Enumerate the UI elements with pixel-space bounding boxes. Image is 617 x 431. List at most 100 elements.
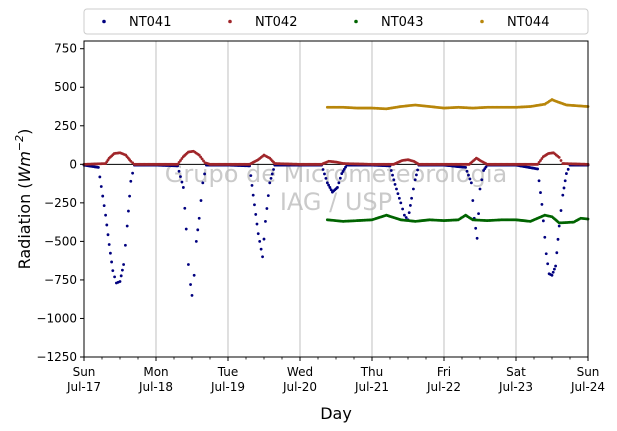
point-NT041-3-2: [110, 260, 113, 264]
y-tick-label-2: 250: [54, 119, 77, 133]
point-NT041-63-1: [562, 186, 566, 190]
point-NT041-32-2: [323, 172, 326, 176]
point-NT042-13-3: [202, 159, 205, 163]
point-NT041-20: [197, 216, 201, 220]
point-NT041-2-2: [106, 233, 110, 237]
x-axis-title: Day: [320, 404, 352, 423]
x-tick-day-4: Thu: [360, 365, 384, 379]
x-tick-day-7: Sun: [577, 365, 600, 379]
legend-marker-NT041: [102, 19, 106, 24]
point-NT041-25-2: [254, 213, 258, 216]
point-NT042-39-1: [537, 160, 541, 164]
point-NT041-61: [554, 264, 557, 268]
point-NT041-60-1: [551, 270, 555, 274]
point-NT041-39-3: [392, 178, 396, 182]
point-NT041-45-1: [415, 173, 418, 177]
point-NT041-17: [190, 293, 194, 297]
point-NT041-40-1: [395, 187, 398, 191]
point-NT041-24-1: [249, 174, 253, 178]
point-NT041-7-1: [124, 243, 127, 247]
point-NT041-3-1: [109, 251, 112, 255]
point-NT041-57-2: [543, 235, 547, 239]
grid-lines: [155, 41, 517, 357]
point-NT041-32-3: [324, 176, 328, 180]
data-points: [82, 98, 590, 297]
legend: NT041 NT042 NT043 NT044: [83, 8, 589, 35]
point-NT041-9: [129, 179, 133, 183]
x-tick-date-7: Jul-24: [570, 380, 605, 394]
x-tick-date-2: Jul-19: [210, 380, 245, 394]
point-NT042-9-2: [179, 159, 182, 162]
y-axis-ticks: 750 500 250 0 −250 −500 −750 −1000 −1250: [36, 42, 84, 364]
point-NT041-4: [111, 269, 115, 273]
point-NT041-39-1: [389, 169, 393, 172]
point-NT041-19-1: [196, 228, 200, 232]
point-NT041-64-1: [566, 167, 570, 171]
point-NT041-61-1: [555, 251, 559, 255]
point-NT042-13-1: [199, 155, 203, 159]
point-NT041-44-1: [412, 187, 415, 191]
legend-label-NT043: NT043: [381, 15, 423, 30]
point-NT042-43: [557, 155, 561, 159]
point-NT041-36-3: [344, 165, 347, 169]
point-NT041-51: [475, 236, 479, 240]
point-NT042-9-1: [177, 160, 181, 164]
point-NT041-52-1: [480, 178, 484, 182]
point-NT042-43-1: [559, 159, 563, 162]
x-axis-ticks: SunJul-17MonJul-18TueJul-19WedJul-20ThuJ…: [66, 357, 605, 394]
point-NT041-21-1: [203, 172, 207, 176]
point-NT042-13-2: [200, 157, 204, 161]
x-tick-day-6: Sat: [506, 365, 526, 379]
point-NT041-1-4: [102, 204, 106, 208]
point-NT041-19: [194, 239, 198, 243]
point-NT041-6-1: [119, 274, 123, 278]
point-NT041-27: [261, 255, 264, 259]
y-tick-label-3: 0: [69, 157, 77, 171]
y-tick-label-4: −250: [44, 196, 77, 210]
point-NT041-15: [187, 263, 190, 266]
series-NT044: [325, 98, 590, 111]
point-NT041-62: [557, 224, 561, 228]
point-NT041-33-3: [329, 188, 333, 192]
point-NT041-24-2: [250, 183, 254, 187]
point-NT041-29-1: [269, 176, 273, 180]
point-NT042-9: [176, 162, 180, 166]
x-tick-date-4: Jul-21: [354, 380, 389, 394]
point-NT041-12-1: [177, 169, 181, 173]
point-NT041-27-1: [262, 237, 266, 241]
point-NT041-8-1: [126, 209, 130, 213]
point-NT041-56: [536, 167, 539, 171]
legend-marker-NT042: [228, 19, 232, 24]
point-NT041-35: [336, 186, 339, 189]
point-NT041-26: [256, 232, 260, 236]
point-NT041-1-2: [99, 185, 103, 188]
point-NT041-52: [478, 187, 482, 191]
y-tick-label-1: 500: [54, 80, 77, 94]
point-NT041-62-1: [559, 209, 563, 212]
legend-label-NT044: NT044: [507, 15, 549, 30]
point-NT041-60: [550, 273, 554, 277]
x-tick-date-0: Jul-17: [66, 380, 101, 394]
legend-label-NT042: NT042: [255, 15, 297, 30]
point-NT041-2: [104, 213, 107, 217]
point-NT041-4-1: [113, 275, 116, 279]
point-NT041-7: [122, 263, 125, 266]
point-NT041-25-3: [255, 222, 259, 226]
x-tick-day-5: Fri: [437, 365, 451, 379]
point-NT041-39-2: [391, 173, 394, 177]
point-NT041-28-2: [266, 194, 270, 198]
point-NT041-28-1: [265, 207, 269, 210]
point-NT041-58-1: [546, 262, 550, 266]
point-NT041-57: [540, 202, 544, 206]
point-NT041-8-2: [128, 194, 132, 198]
point-NT041-45-2: [416, 168, 419, 172]
point-NT041-13-1: [183, 206, 187, 210]
point-NT041-44: [410, 196, 413, 200]
point-NT041-1: [97, 166, 100, 169]
point-NT041-33: [325, 181, 329, 185]
point-NT042-39-3: [540, 157, 544, 160]
point-NT041-20-1: [199, 199, 203, 202]
point-NT041-13: [181, 186, 185, 189]
point-NT041-36-1: [341, 170, 345, 173]
point-NT041-48-1: [465, 169, 469, 173]
